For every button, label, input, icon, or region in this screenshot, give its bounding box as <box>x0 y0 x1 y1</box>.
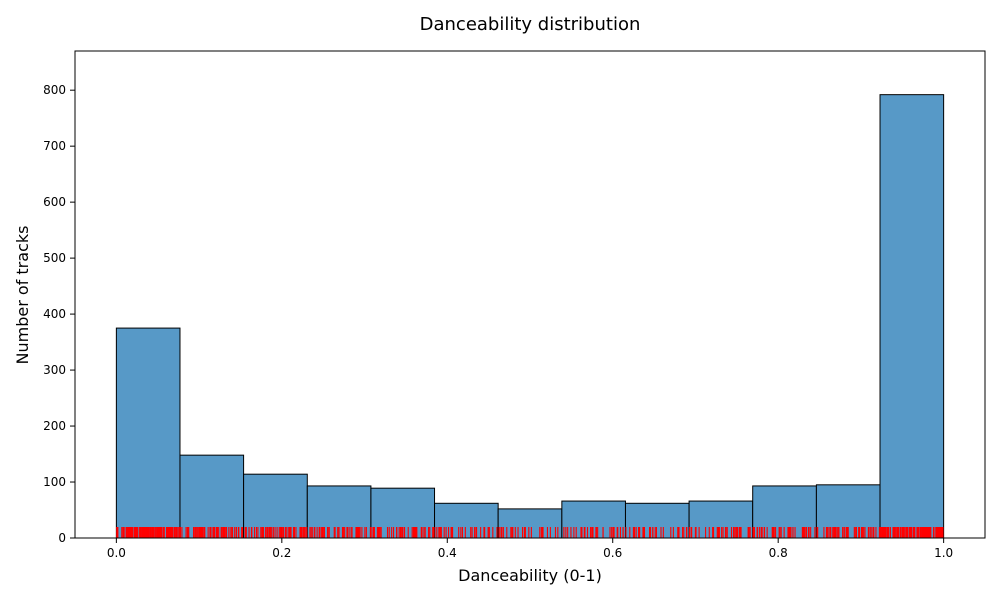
x-axis-label: Danceability (0-1) <box>458 566 602 585</box>
y-axis-label: Number of tracks <box>13 226 32 365</box>
y-tick-label: 600 <box>43 195 66 209</box>
histogram-bar <box>115 327 181 539</box>
x-tick-label: 0.6 <box>603 546 622 560</box>
histogram-bar <box>497 508 563 539</box>
y-axis: 0 100 200 300 400 500 600 700 800 <box>43 83 75 545</box>
histogram-bar <box>179 454 245 539</box>
y-tick-label: 500 <box>43 251 66 265</box>
plot-area <box>74 50 986 539</box>
histogram-bar <box>879 94 945 539</box>
x-tick-label: 0.0 <box>107 546 126 560</box>
rug-marks <box>116 527 944 538</box>
y-tick-label: 400 <box>43 307 66 321</box>
y-tick-label: 300 <box>43 363 66 377</box>
y-tick-label: 0 <box>58 531 66 545</box>
x-tick-label: 0.2 <box>272 546 291 560</box>
y-tick-label: 800 <box>43 83 66 97</box>
y-tick-label: 100 <box>43 475 66 489</box>
y-tick-label: 700 <box>43 139 66 153</box>
x-axis: 0.0 0.2 0.4 0.6 0.8 1.0 <box>107 538 953 560</box>
x-tick-label: 0.4 <box>438 546 457 560</box>
histogram-bars <box>115 94 945 539</box>
x-tick-label: 0.8 <box>769 546 788 560</box>
x-tick-label: 1.0 <box>934 546 953 560</box>
y-tick-label: 200 <box>43 419 66 433</box>
chart-title: Danceability distribution <box>420 14 641 35</box>
